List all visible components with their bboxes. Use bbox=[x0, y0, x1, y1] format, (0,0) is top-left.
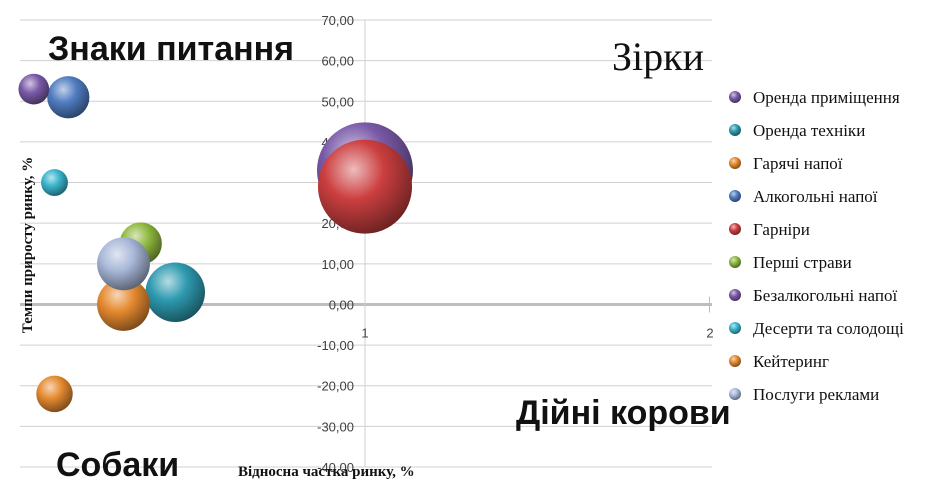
x-axis-title: Відносна частка ринку, % bbox=[238, 464, 415, 480]
bubble-2 bbox=[145, 262, 206, 323]
y-tick-label: -40,00 bbox=[317, 460, 354, 475]
bubble-3 bbox=[97, 278, 150, 331]
legend-marker bbox=[729, 388, 741, 400]
quadrant-bottom-left-label: Собаки bbox=[56, 446, 179, 482]
y-tick-label: 50,00 bbox=[321, 94, 354, 109]
x-tick-label: 2 bbox=[706, 325, 713, 340]
legend-marker bbox=[729, 190, 741, 202]
legend-label: Алкогольні напої bbox=[753, 187, 878, 206]
legend-marker bbox=[729, 256, 741, 268]
bubble-10 bbox=[97, 237, 150, 291]
bubble-5 bbox=[317, 139, 413, 234]
bubble-4 bbox=[47, 76, 90, 119]
y-tick-label: 0,00 bbox=[329, 297, 354, 312]
y-tick-label: 70,00 bbox=[321, 13, 354, 28]
legend-label: Оренда приміщення bbox=[753, 88, 900, 107]
legend-label: Безалкогольні напої bbox=[753, 286, 897, 305]
x-tick-label: 1 bbox=[361, 325, 368, 340]
y-axis-ticks: 70,0060,0050,0040,0030,0020,0010,000,00-… bbox=[317, 13, 354, 475]
quadrant-top-left-label: Знаки питання bbox=[48, 30, 294, 68]
y-tick-label: 60,00 bbox=[321, 54, 354, 69]
legend-marker bbox=[729, 91, 741, 103]
legend-label: Оренда техніки bbox=[753, 121, 865, 140]
quadrant-top-right-label: Зірки bbox=[612, 34, 704, 79]
y-tick-label: -30,00 bbox=[317, 419, 354, 434]
bubble-9 bbox=[36, 375, 73, 413]
legend-label: Кейтеринг bbox=[753, 352, 829, 371]
y-tick-label: -10,00 bbox=[317, 338, 354, 353]
legend-label: Гарніри bbox=[753, 220, 810, 239]
legend-marker bbox=[729, 355, 741, 367]
legend: Оренда приміщення Оренда техніки Гарячі на… bbox=[729, 88, 904, 404]
legend-label: Десерти та солодощі bbox=[753, 319, 904, 338]
legend-marker bbox=[729, 223, 741, 235]
y-tick-label: -20,00 bbox=[317, 379, 354, 394]
y-tick-label: 10,00 bbox=[321, 257, 354, 272]
legend-marker bbox=[729, 124, 741, 136]
legend-label: Перші страви bbox=[753, 253, 852, 272]
bubbles bbox=[18, 73, 413, 413]
y-axis-title: Темпи приросту ринку, % bbox=[20, 157, 36, 333]
legend-marker bbox=[729, 322, 741, 334]
legend-label: Гарячі напої bbox=[753, 154, 843, 173]
bubble-8 bbox=[41, 169, 68, 196]
legend-marker bbox=[729, 157, 741, 169]
legend-label: Послуги реклами bbox=[753, 385, 879, 404]
bubble-7 bbox=[18, 73, 50, 105]
quadrant-bottom-right-label: Дійні корови bbox=[516, 394, 731, 432]
legend-marker bbox=[729, 289, 741, 301]
